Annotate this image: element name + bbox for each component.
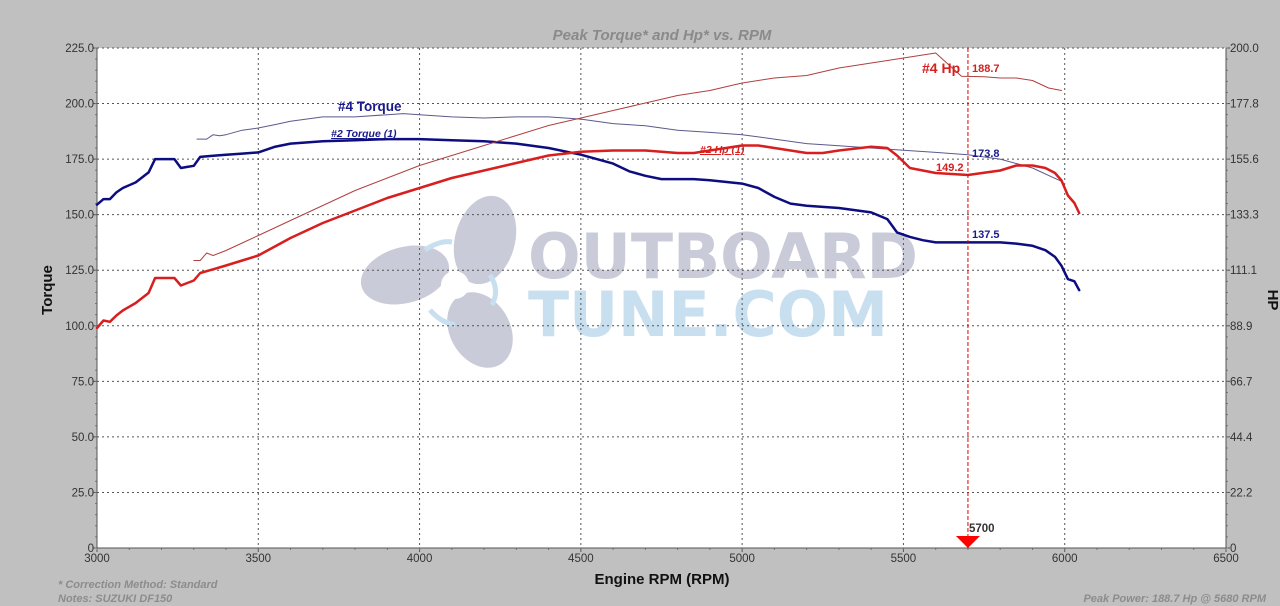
correction-method-note: * Correction Method: Standard [58,579,218,591]
y-tick-label: 50.0 [72,432,94,444]
y-axis-left-ticks: 0 25.0 50.0 75.0 100.0 125.0 150.0 175.0 200.0 22… [65,43,97,555]
series-4-hp [193,52,1062,261]
y2-tick-label: 44.4 [1230,432,1253,444]
watermark-line2: TUNE.COM [528,278,888,351]
x-tick-label: 5000 [729,553,755,565]
propeller-icon [360,195,517,368]
x-tick-label: 5500 [891,553,917,565]
y2-tick-label: 66.7 [1230,376,1252,388]
value-173-8: 173.8 [972,148,1000,160]
value-188-7: 188.7 [972,63,1000,75]
x-tick-label: 3000 [84,553,110,565]
y-tick-label: 150.0 [65,210,94,222]
x-tick-label: 4000 [407,553,433,565]
grid-lines [97,47,1226,548]
series-4-torque [196,113,1062,182]
label-4-torque: #4 Torque [338,99,402,114]
watermark-line1: OUTBOARD [528,220,918,293]
y-tick-label: 75.0 [72,376,94,388]
series-2-torque-1 [95,137,1081,292]
value-149-2: 149.2 [936,162,964,174]
y-tick-label: 225.0 [65,43,94,55]
peak-power-note: Peak Power: 188.7 Hp @ 5680 RPM [1083,593,1266,605]
y-tick-label: 0 [88,543,94,555]
plot-area [97,48,1226,548]
y2-tick-label: 0 [1230,543,1236,555]
y2-tick-label: 177.8 [1230,99,1259,111]
y2-tick-label: 111.1 [1230,265,1257,277]
chart-title: Peak Torque* and Hp* vs. RPM [553,27,772,44]
y-axis-right-title: HP [1264,290,1280,311]
y2-tick-label: 88.9 [1230,321,1252,333]
label-4-hp: #4 Hp [922,60,960,76]
y-tick-label: 175.0 [65,154,94,166]
x-tick-label: 3500 [245,553,271,565]
x-axis-title: Engine RPM (RPM) [595,571,730,588]
y2-tick-label: 133.3 [1230,210,1259,222]
value-137-5: 137.5 [972,229,1000,241]
y2-tick-label: 155.6 [1230,154,1259,166]
watermark: OUTBOARD TUNE.COM [360,195,918,368]
x-tick-label: 4500 [568,553,594,565]
y-tick-label: 200.0 [65,99,94,111]
rpm-cursor-marker-icon[interactable] [955,536,980,548]
y2-tick-label: 200.0 [1230,43,1259,55]
x-tick-label: 6500 [1213,553,1239,565]
x-tick-label: 6000 [1052,553,1078,565]
y-tick-label: 25.0 [72,487,94,499]
label-2-hp: #2 Hp (1) [700,144,745,156]
y-tick-label: 125.0 [65,265,94,277]
y-axis-right-ticks: 0 22.2 44.4 66.7 88.9 111.1 133.3 155.6 177.8 200… [1226,43,1259,555]
y-axis-left-title: Torque [39,265,56,315]
notes-text: Notes: SUZUKI DF150 [58,593,173,605]
cursor-rpm-label: 5700 [969,523,995,535]
y-tick-label: 100.0 [65,321,94,333]
y2-tick-label: 22.2 [1230,487,1252,499]
label-2-torque: #2 Torque (1) [331,128,397,140]
x-axis-ticks: 3000 3500 4000 4500 5000 5500 6000 6500 [84,548,1239,565]
